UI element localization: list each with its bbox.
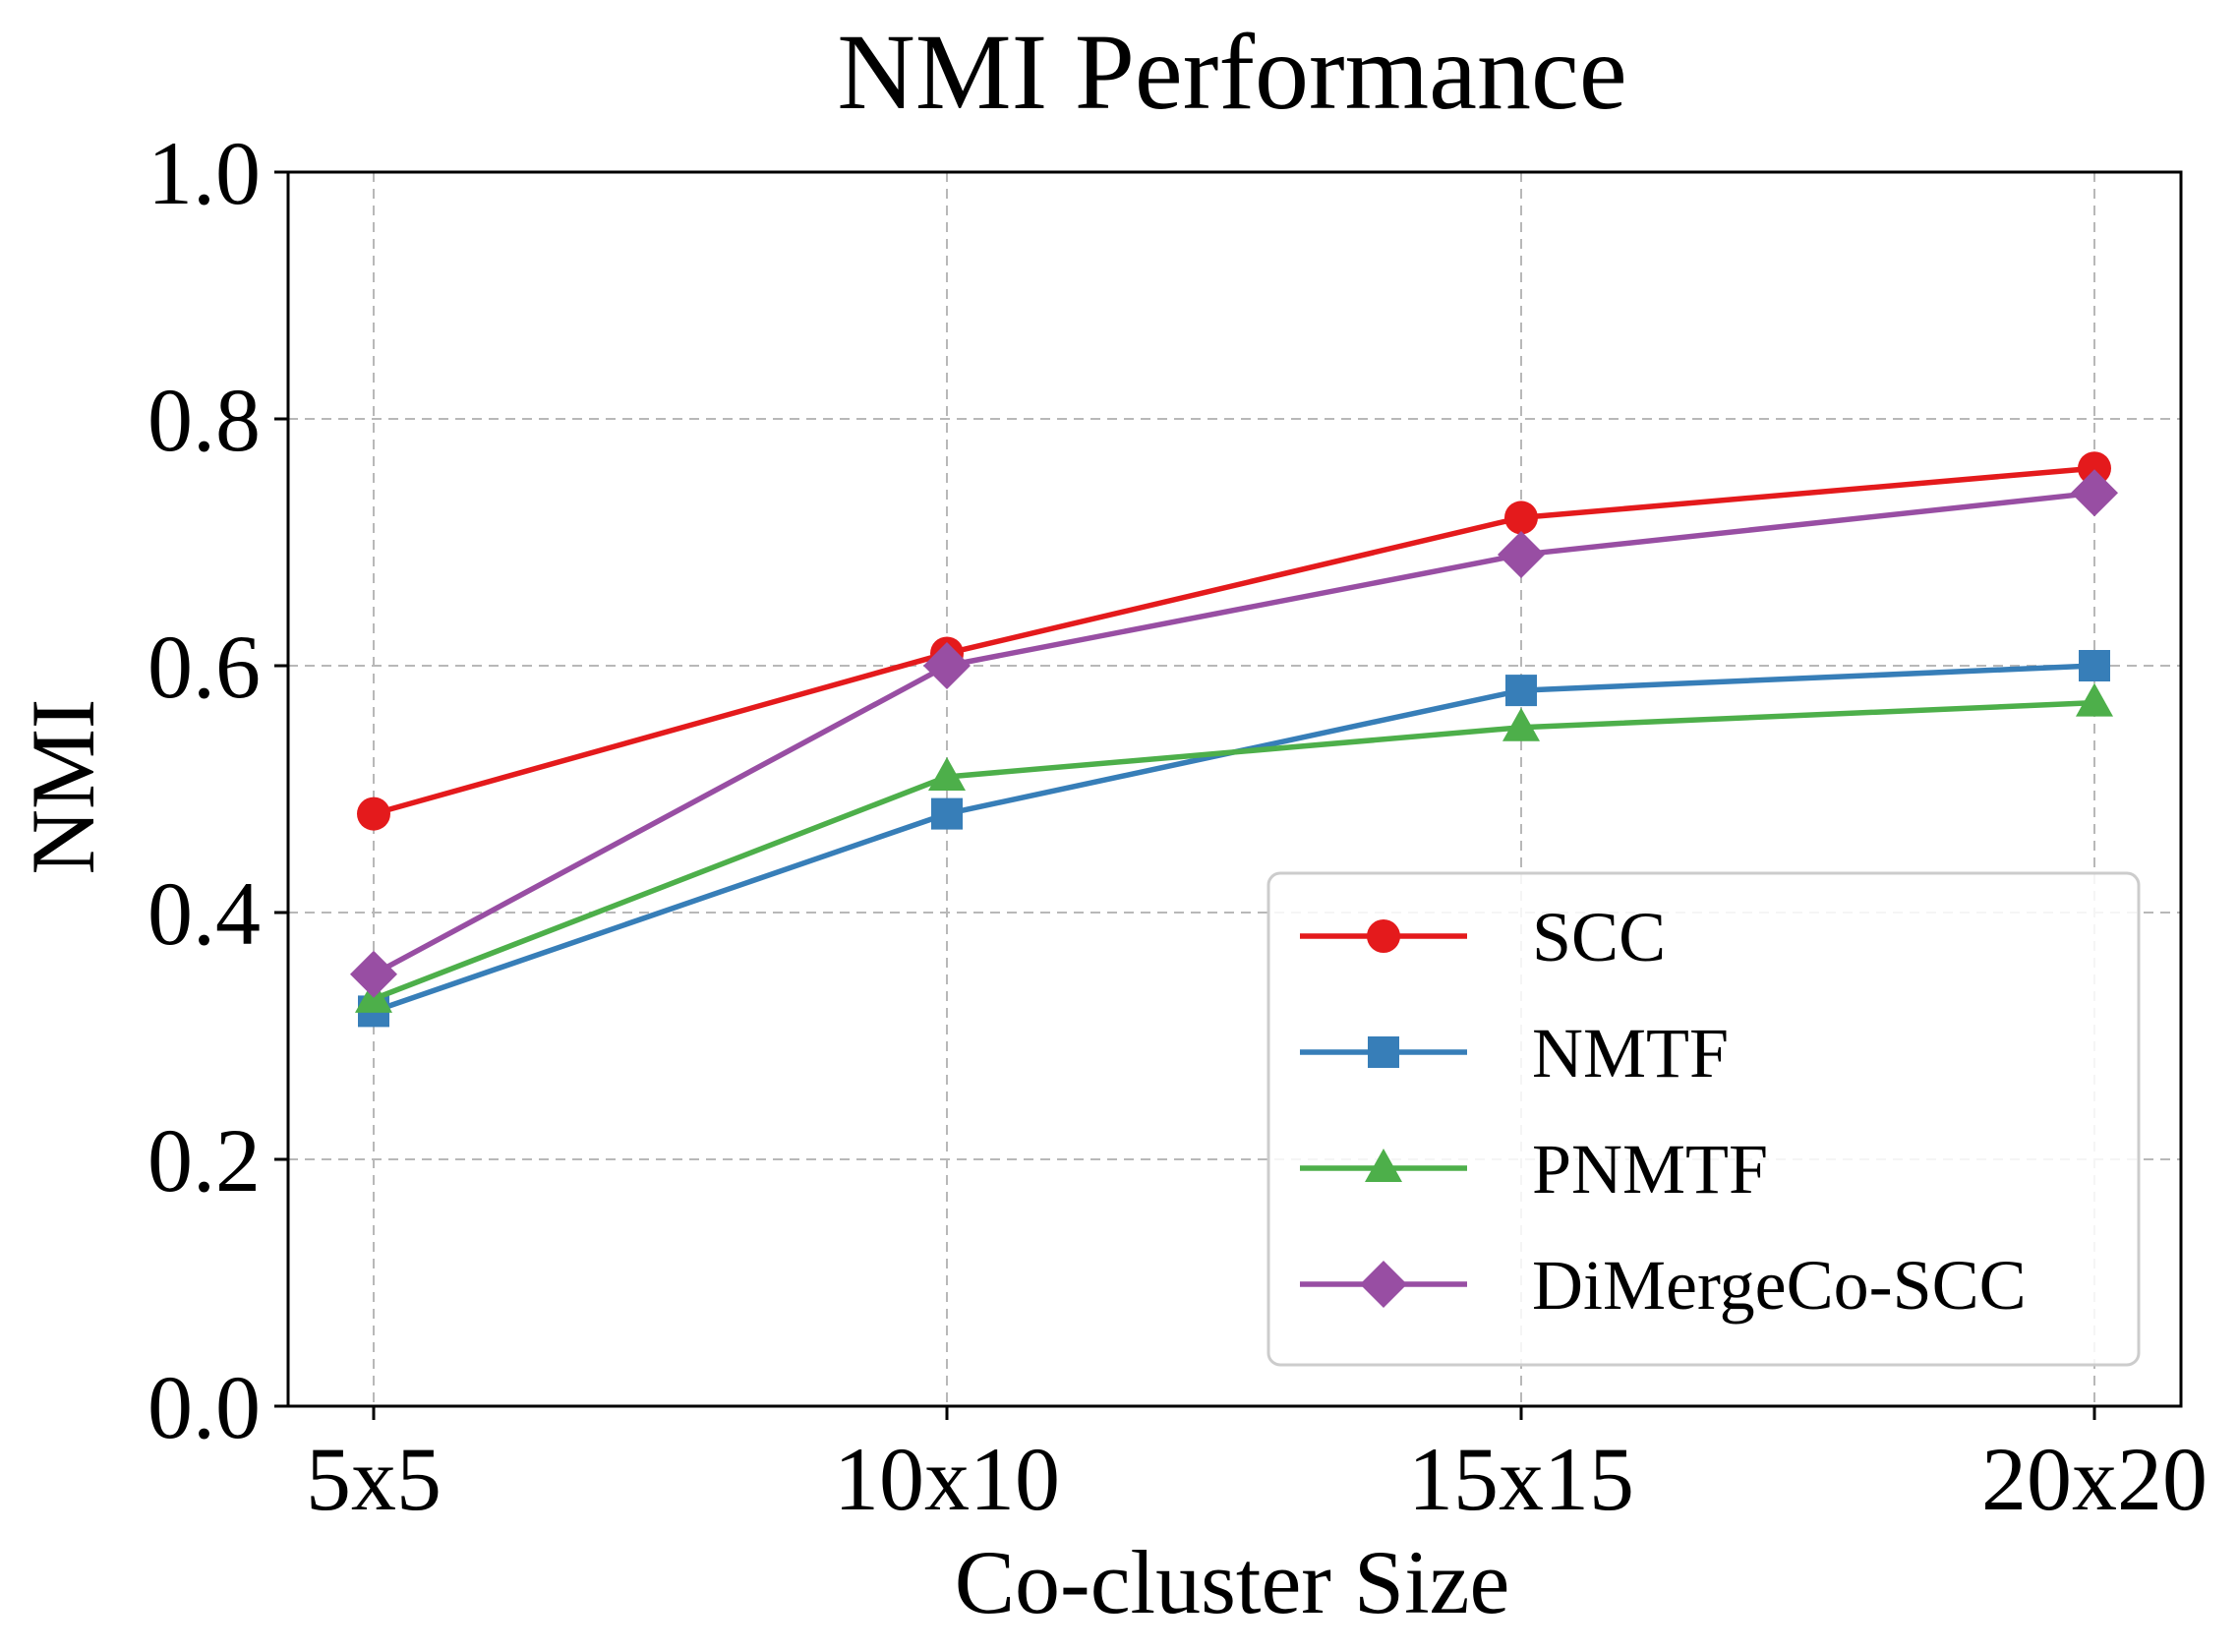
x-tick-label: 20x20 xyxy=(1981,1429,2208,1529)
data-point xyxy=(2079,650,2110,681)
data-point xyxy=(2078,451,2111,486)
legend-marker xyxy=(1368,1036,1399,1068)
data-point xyxy=(923,642,971,689)
series-line xyxy=(373,465,2095,817)
axis-ticks: 5x5 10x10 15x15 20x20 0.0 0.2 0.4 0.6 0.8 1.0 xyxy=(147,123,2208,1529)
legend-label: PNMTF xyxy=(1532,1130,1768,1209)
series-layer xyxy=(350,451,2118,1028)
series-line xyxy=(373,699,2095,1002)
legend: SCC NMTF PNMTF DiMergeCo-SCC xyxy=(1266,871,2141,1367)
y-axis-label: NMI xyxy=(13,699,113,875)
legend-item: SCC xyxy=(1300,898,1666,976)
x-tick-label: 10x10 xyxy=(834,1429,1060,1529)
x-tick-label: 5x5 xyxy=(306,1429,442,1529)
y-tick-label: 1.0 xyxy=(147,123,261,223)
y-tick-label: 0.6 xyxy=(147,617,261,717)
data-point xyxy=(2071,469,2118,517)
data-point xyxy=(1505,675,1537,707)
data-point xyxy=(931,797,963,830)
legend-item: NMTF xyxy=(1300,1014,1729,1092)
data-point xyxy=(1498,531,1545,579)
y-tick-label: 0.2 xyxy=(147,1110,261,1210)
legend-marker xyxy=(1365,1149,1402,1182)
y-tick-label: 0.4 xyxy=(147,863,261,964)
legend-label: DiMergeCo-SCC xyxy=(1532,1246,2027,1325)
plot-area-frame xyxy=(286,170,2183,1408)
legend-box xyxy=(1266,871,2141,1367)
legend-marker xyxy=(1360,1261,1407,1308)
x-axis-label: Co-cluster Size xyxy=(955,1532,1510,1632)
series-scc xyxy=(357,451,2111,831)
x-tick-label: 15x15 xyxy=(1408,1429,1634,1529)
series-line xyxy=(372,490,2095,977)
data-point xyxy=(357,796,390,831)
series-dimergeco-scc xyxy=(350,469,2118,998)
legend-marker xyxy=(1367,919,1400,953)
legend-label: NMTF xyxy=(1532,1014,1729,1092)
legend-label: SCC xyxy=(1532,898,1666,976)
data-point xyxy=(2076,682,2113,717)
y-tick-label: 0.0 xyxy=(147,1357,261,1457)
series-pnmtf xyxy=(355,682,2113,1013)
data-point xyxy=(350,950,397,998)
chart-title: NMI Performance xyxy=(837,12,1626,132)
y-tick-label: 0.8 xyxy=(147,370,261,470)
data-point xyxy=(1502,707,1540,741)
legend-item: DiMergeCo-SCC xyxy=(1300,1246,2027,1325)
data-point xyxy=(928,756,966,791)
legend-item: PNMTF xyxy=(1300,1130,1768,1209)
data-point xyxy=(1504,501,1538,535)
